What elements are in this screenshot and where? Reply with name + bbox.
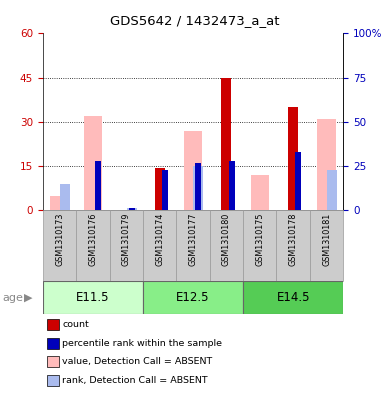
Bar: [296, 152, 301, 210]
Bar: [127, 208, 136, 210]
Bar: [184, 130, 202, 210]
Text: E14.5: E14.5: [277, 291, 310, 304]
Text: GSM1310176: GSM1310176: [89, 212, 98, 266]
Text: E12.5: E12.5: [176, 291, 210, 304]
Bar: [143, 281, 243, 314]
Text: GSM1310180: GSM1310180: [222, 212, 231, 266]
Bar: [195, 162, 201, 210]
Bar: [210, 210, 243, 281]
Bar: [317, 119, 336, 210]
Bar: [229, 161, 235, 210]
Text: GSM1310178: GSM1310178: [289, 212, 298, 266]
Bar: [43, 281, 143, 314]
Bar: [43, 210, 76, 281]
Bar: [243, 281, 343, 314]
Text: count: count: [62, 320, 89, 329]
Bar: [222, 77, 231, 210]
Text: E11.5: E11.5: [76, 291, 110, 304]
Bar: [277, 210, 310, 281]
Text: GSM1310177: GSM1310177: [188, 212, 198, 266]
Text: ▶: ▶: [24, 293, 33, 303]
Bar: [162, 170, 168, 210]
Text: value, Detection Call = ABSENT: value, Detection Call = ABSENT: [62, 358, 213, 366]
Bar: [129, 208, 135, 210]
Bar: [60, 184, 70, 210]
Text: GSM1310179: GSM1310179: [122, 212, 131, 266]
Text: GSM1310174: GSM1310174: [155, 212, 164, 266]
Text: GSM1310175: GSM1310175: [255, 212, 264, 266]
Bar: [310, 210, 343, 281]
Bar: [95, 161, 101, 210]
Bar: [143, 210, 176, 281]
Bar: [251, 175, 269, 210]
Text: rank, Detection Call = ABSENT: rank, Detection Call = ABSENT: [62, 376, 208, 385]
Bar: [288, 107, 298, 210]
Bar: [243, 210, 277, 281]
Bar: [155, 167, 165, 210]
Text: GDS5642 / 1432473_a_at: GDS5642 / 1432473_a_at: [110, 14, 280, 27]
Bar: [110, 210, 143, 281]
Text: GSM1310173: GSM1310173: [55, 212, 64, 266]
Bar: [76, 210, 110, 281]
Text: percentile rank within the sample: percentile rank within the sample: [62, 339, 222, 347]
Bar: [193, 166, 204, 210]
Bar: [50, 195, 69, 210]
Bar: [84, 116, 102, 210]
Bar: [176, 210, 210, 281]
Text: GSM1310181: GSM1310181: [322, 212, 331, 266]
Bar: [327, 170, 337, 210]
Text: age: age: [2, 293, 23, 303]
